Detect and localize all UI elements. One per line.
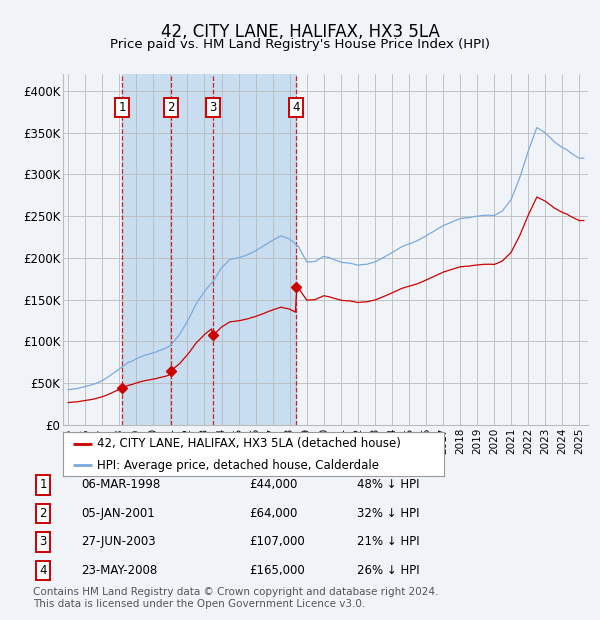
Text: 05-JAN-2001: 05-JAN-2001 — [81, 507, 155, 520]
Text: HPI: Average price, detached house, Calderdale: HPI: Average price, detached house, Cald… — [97, 459, 379, 471]
Text: Contains HM Land Registry data © Crown copyright and database right 2024.
This d: Contains HM Land Registry data © Crown c… — [33, 587, 439, 609]
Text: 2: 2 — [40, 507, 47, 520]
Text: £107,000: £107,000 — [249, 536, 305, 548]
Text: 1: 1 — [118, 101, 126, 114]
Text: 21% ↓ HPI: 21% ↓ HPI — [357, 536, 419, 548]
Bar — [122, 74, 296, 425]
Text: 48% ↓ HPI: 48% ↓ HPI — [357, 479, 419, 491]
Text: 2: 2 — [167, 101, 175, 114]
Text: 1: 1 — [40, 479, 47, 491]
Text: £44,000: £44,000 — [249, 479, 298, 491]
Text: 4: 4 — [293, 101, 300, 114]
Text: £165,000: £165,000 — [249, 564, 305, 577]
Text: Price paid vs. HM Land Registry's House Price Index (HPI): Price paid vs. HM Land Registry's House … — [110, 38, 490, 51]
Text: 42, CITY LANE, HALIFAX, HX3 5LA (detached house): 42, CITY LANE, HALIFAX, HX3 5LA (detache… — [97, 437, 401, 450]
Text: 23-MAY-2008: 23-MAY-2008 — [81, 564, 157, 577]
Text: 32% ↓ HPI: 32% ↓ HPI — [357, 507, 419, 520]
Text: 4: 4 — [40, 564, 47, 577]
Text: 42, CITY LANE, HALIFAX, HX3 5LA: 42, CITY LANE, HALIFAX, HX3 5LA — [161, 23, 439, 41]
Text: 26% ↓ HPI: 26% ↓ HPI — [357, 564, 419, 577]
Text: 06-MAR-1998: 06-MAR-1998 — [81, 479, 160, 491]
Text: 27-JUN-2003: 27-JUN-2003 — [81, 536, 155, 548]
Text: £64,000: £64,000 — [249, 507, 298, 520]
Text: 3: 3 — [40, 536, 47, 548]
Text: 3: 3 — [209, 101, 217, 114]
